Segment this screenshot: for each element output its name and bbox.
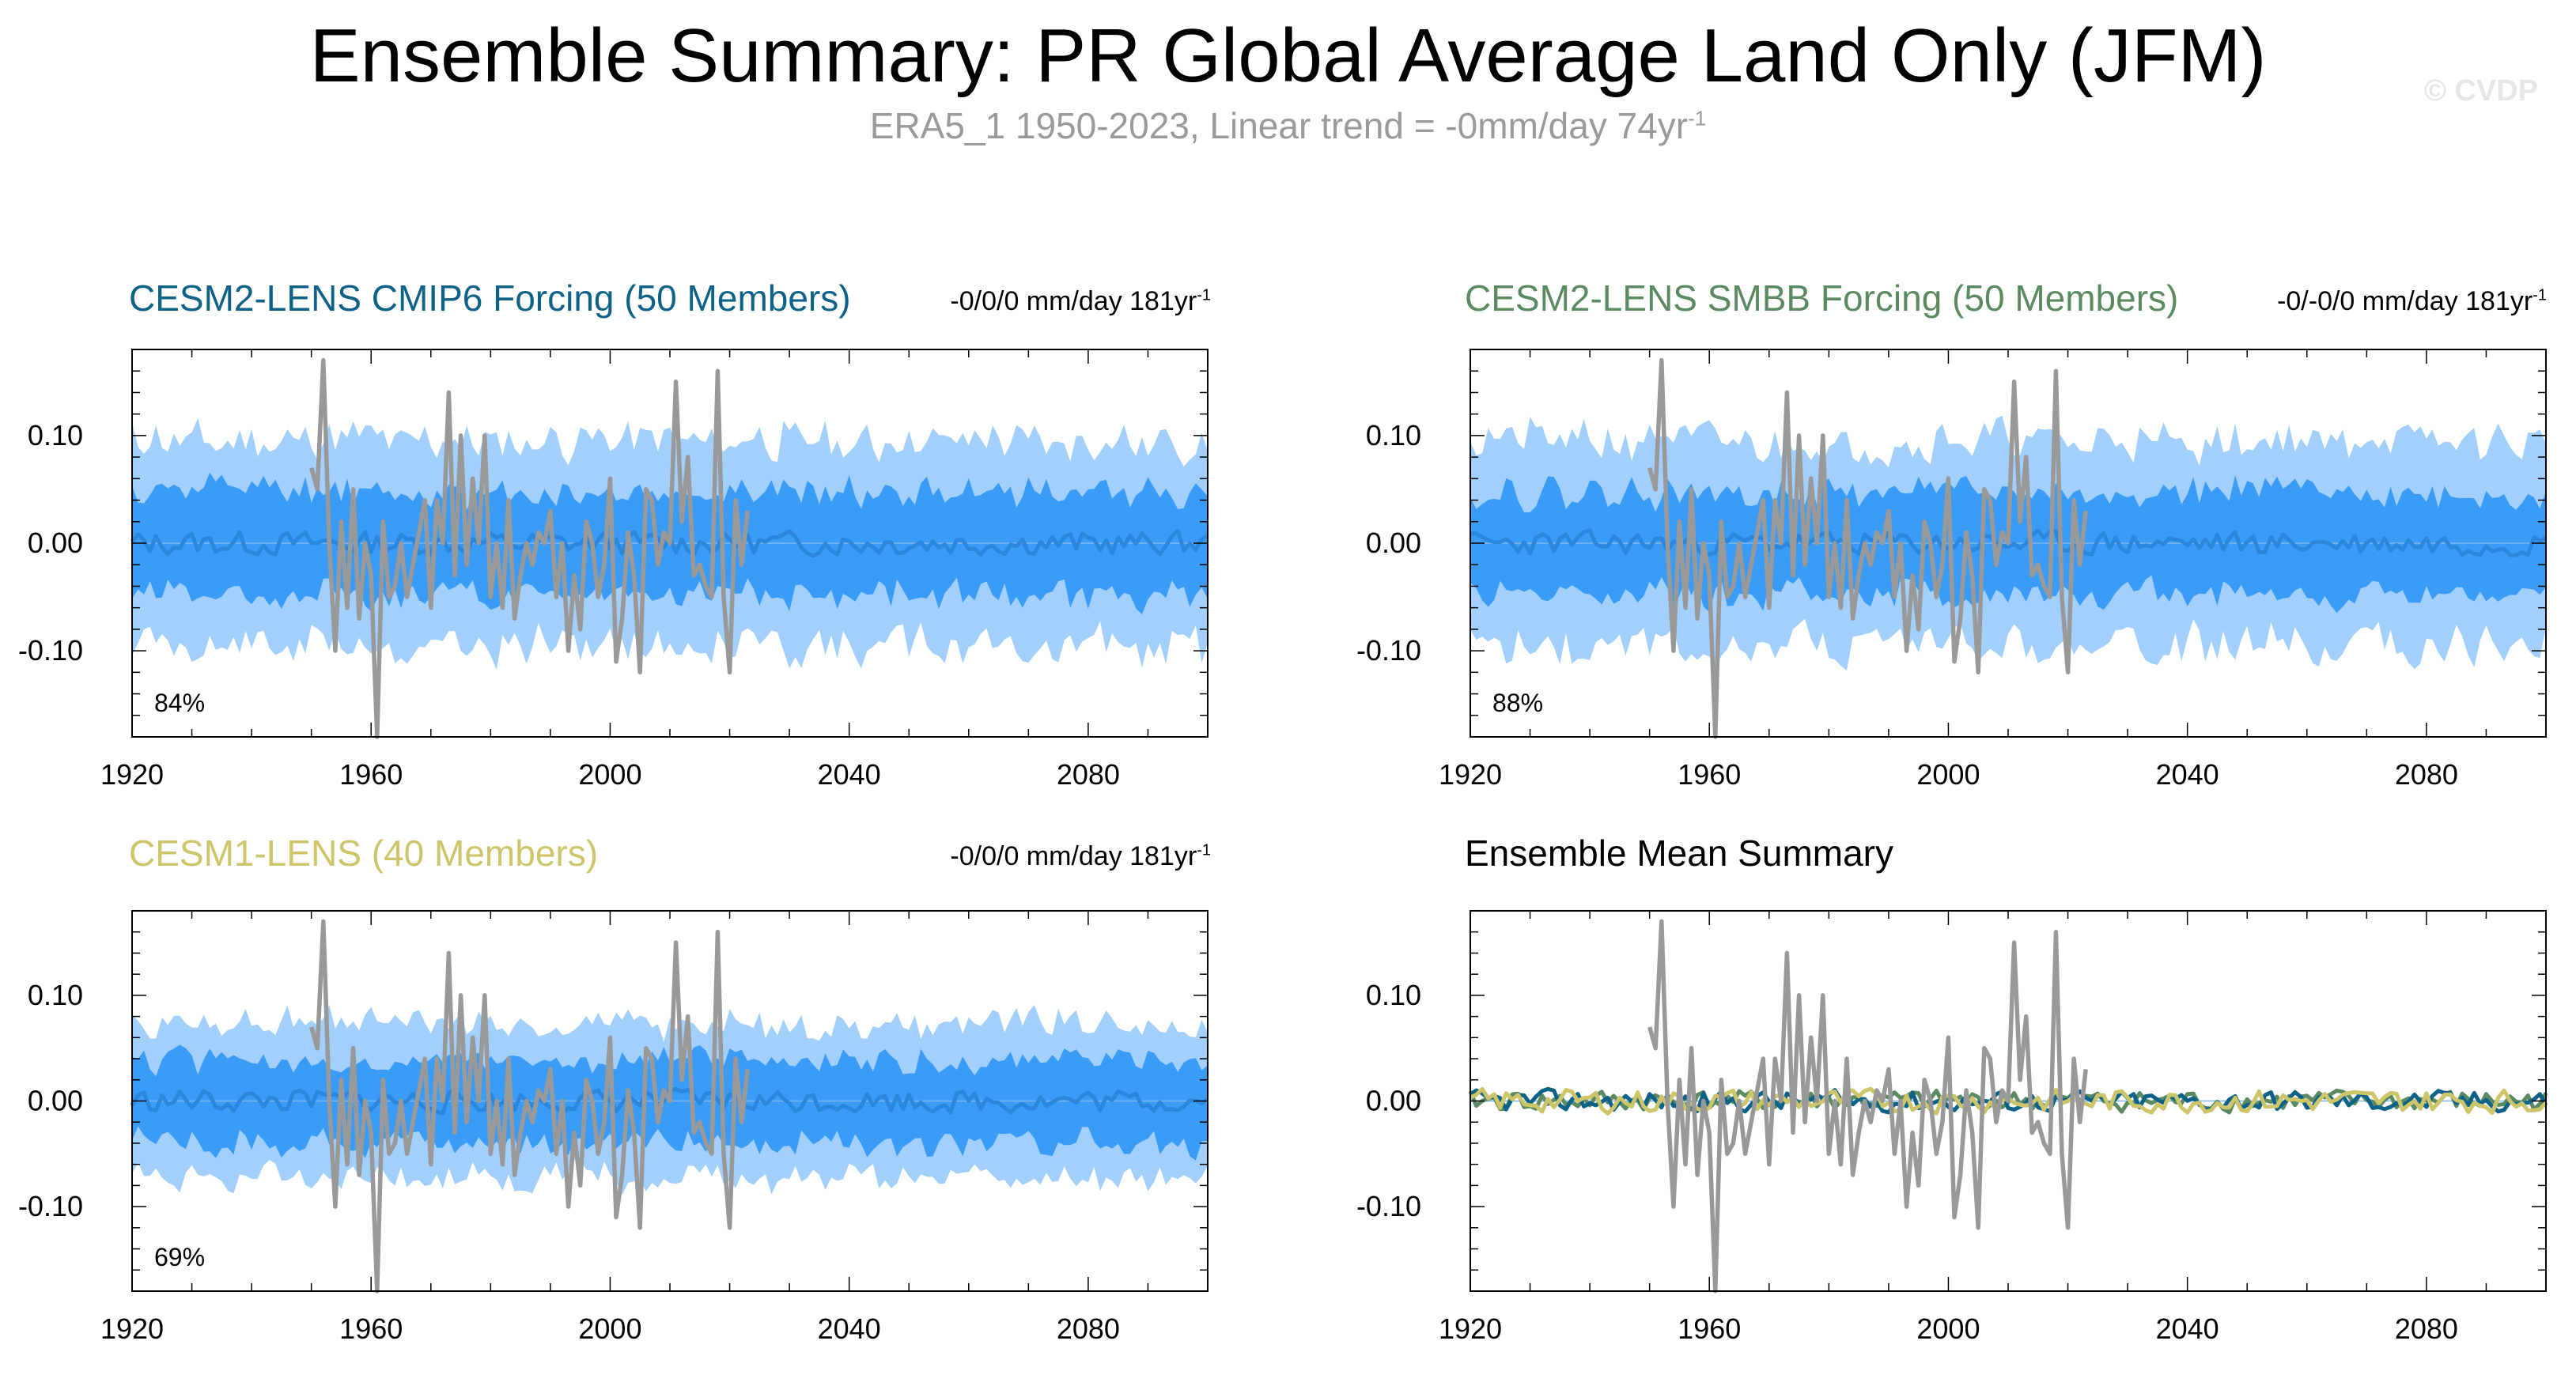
x-tick-label: 1920 [1439,1312,1502,1345]
series-cesm2-lens-cmip6-forcing [1469,1086,2548,1115]
panel-title-cesm2-cmip6: CESM2-LENS CMIP6 Forcing (50 Members) [129,278,851,319]
tick-marks [1470,349,2547,737]
y-tick-label: -0.10 [18,634,83,667]
x-tick-label: 2000 [578,758,641,791]
panel-title-cesm2-smbb: CESM2-LENS SMBB Forcing (50 Members) [1465,278,2179,319]
x-tick-label: 1920 [100,1312,164,1345]
series-era5-observations [1647,919,2088,1293]
y-tick-label: 0.10 [1366,979,1421,1011]
x-tick-label: 2040 [2156,1312,2219,1345]
x-tick-label: 2000 [1916,758,1980,791]
x-tick-label: 2040 [818,758,881,791]
y-tick-label: 0.00 [28,527,83,559]
x-tick-label: 1920 [100,758,164,791]
figure-subtitle: ERA5_1 1950-2023, Linear trend = -0mm/da… [0,104,2576,147]
panel-trend-cesm1: -0/0/0 mm/day 181yr-1 [950,841,1211,872]
panel-trend-cesm2-smbb: -0/-0/0 mm/day 181yr-1 [2277,286,2547,317]
series-ensemble-mean [1470,528,2548,557]
y-tick-label: 0.10 [1366,419,1421,451]
percent-label: 88% [1492,689,1543,717]
trend-superscript: -1 [2532,286,2547,304]
x-tick-label: 1920 [1439,758,1502,791]
y-tick-label: -0.10 [1356,1190,1421,1222]
panel-trend-cesm2-cmip6: -0/0/0 mm/day 181yr-1 [950,286,1211,317]
tick-marks [131,911,1209,1291]
y-tick-label: -0.10 [18,1190,83,1222]
trend-superscript: -1 [1197,286,1211,304]
cvdp-watermark: © CVDP [2423,74,2538,108]
x-tick-label: 2080 [2395,758,2458,791]
y-tick-label: 0.00 [1366,1085,1421,1117]
chart-cesm2-cmip6: 1920 1960 2000 2040 2080 -0.10 0.00 0.10 84% [18,349,1209,791]
x-tick-label: 2040 [2156,758,2219,791]
chart-cesm1: 1920 1960 2000 2040 2080 -0.10 0.00 0.10 69% [18,910,1209,1345]
x-tick-label: 1960 [1678,758,1741,791]
figure-title: Ensemble Summary: PR Global Average Land… [309,13,2267,98]
trend-text: -0/0/0 mm/day 181yr [950,841,1197,871]
trend-superscript: -1 [1197,841,1211,859]
panel-title-cesm1: CESM1-LENS (40 Members) [129,833,599,874]
series-era5-observations [1647,357,2088,739]
x-tick-label: 2040 [818,1312,881,1345]
percent-label: 69% [154,1243,205,1271]
tick-marks [131,349,1209,737]
series-era5-observations [309,919,750,1293]
chart-ensemble-mean-summary: 1920 1960 2000 2040 2080 -0.10 0.00 0.10 [1356,910,2548,1345]
panel-title-ensemble-mean-summary: Ensemble Mean Summary [1465,833,1893,874]
series-era5-observations [309,357,750,739]
trend-text: -0/-0/0 mm/day 181yr [2277,286,2533,316]
x-tick-label: 1960 [1678,1312,1741,1345]
chart-cesm2-smbb: 1920 1960 2000 2040 2080 -0.10 0.00 0.10 88% [1356,349,2548,791]
x-tick-label: 2000 [1916,1312,1980,1345]
y-tick-label: -0.10 [1356,634,1421,667]
y-tick-label: 0.10 [28,419,83,451]
subtitle-superscript: -1 [1688,106,1707,130]
x-tick-label: 1960 [339,1312,403,1345]
x-tick-label: 2080 [2395,1312,2458,1345]
tick-marks [1470,911,2547,1291]
x-tick-label: 2000 [578,1312,641,1345]
x-tick-label: 1960 [339,758,403,791]
y-tick-label: 0.10 [28,979,83,1011]
plot-area [130,919,1209,1293]
plot-area [131,357,1209,739]
y-tick-label: 0.00 [1366,527,1421,559]
trend-text: -0/0/0 mm/day 181yr [950,286,1197,316]
x-tick-label: 2080 [1057,758,1120,791]
subtitle-text: ERA5_1 1950-2023, Linear trend = -0mm/da… [869,105,1689,146]
plot-area [1468,919,2548,1293]
x-tick-label: 2080 [1057,1312,1120,1345]
plot-area [1470,357,2548,739]
percent-label: 84% [154,689,205,717]
y-tick-label: 0.00 [28,1085,83,1117]
